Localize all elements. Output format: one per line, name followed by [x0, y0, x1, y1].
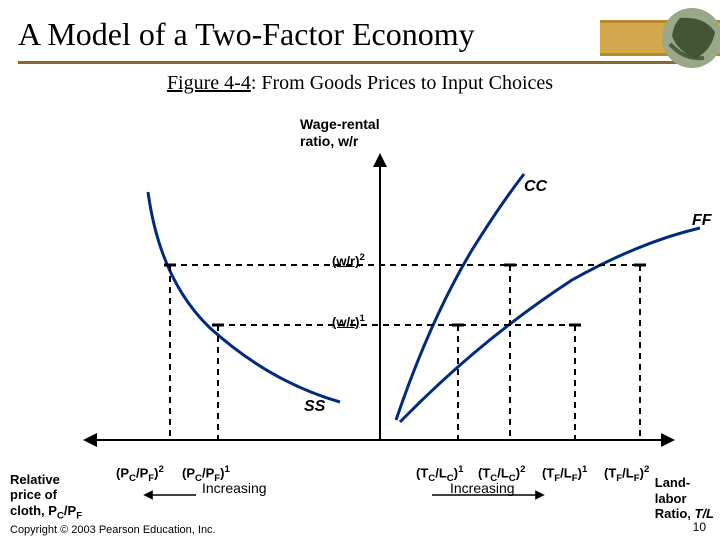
tflf2-tick: (TF/LF)2 — [604, 464, 649, 484]
wr2-label: (w/r)2 — [332, 252, 365, 268]
wr1-label: (w/r)1 — [332, 313, 365, 329]
increasing-left: Increasing — [202, 480, 267, 496]
cc-label: CC — [524, 178, 547, 196]
tflf1-tick: (TF/LF)1 — [542, 464, 587, 484]
figure-caption: Figure 4-4: From Goods Prices to Input C… — [0, 72, 720, 95]
figure-number: Figure 4-4 — [167, 72, 251, 94]
ss-label: SS — [304, 398, 325, 416]
y-axis-label: Wage-rental ratio, w/r — [300, 116, 380, 150]
diagram-area: CC FF SS (w/r)2 (w/r)1 — [0, 150, 720, 450]
diagram-svg — [0, 150, 720, 450]
page-number: 10 — [693, 520, 706, 534]
increasing-right: Increasing — [450, 480, 515, 496]
globe-decor — [600, 4, 720, 72]
pcpf2-tick: (PC/PF)2 — [116, 464, 164, 484]
copyright: Copyright © 2003 Pearson Education, Inc. — [10, 524, 216, 536]
increasing-arrows — [0, 484, 720, 506]
figure-caption-text: : From Goods Prices to Input Choices — [251, 72, 553, 94]
ff-label: FF — [692, 212, 712, 230]
